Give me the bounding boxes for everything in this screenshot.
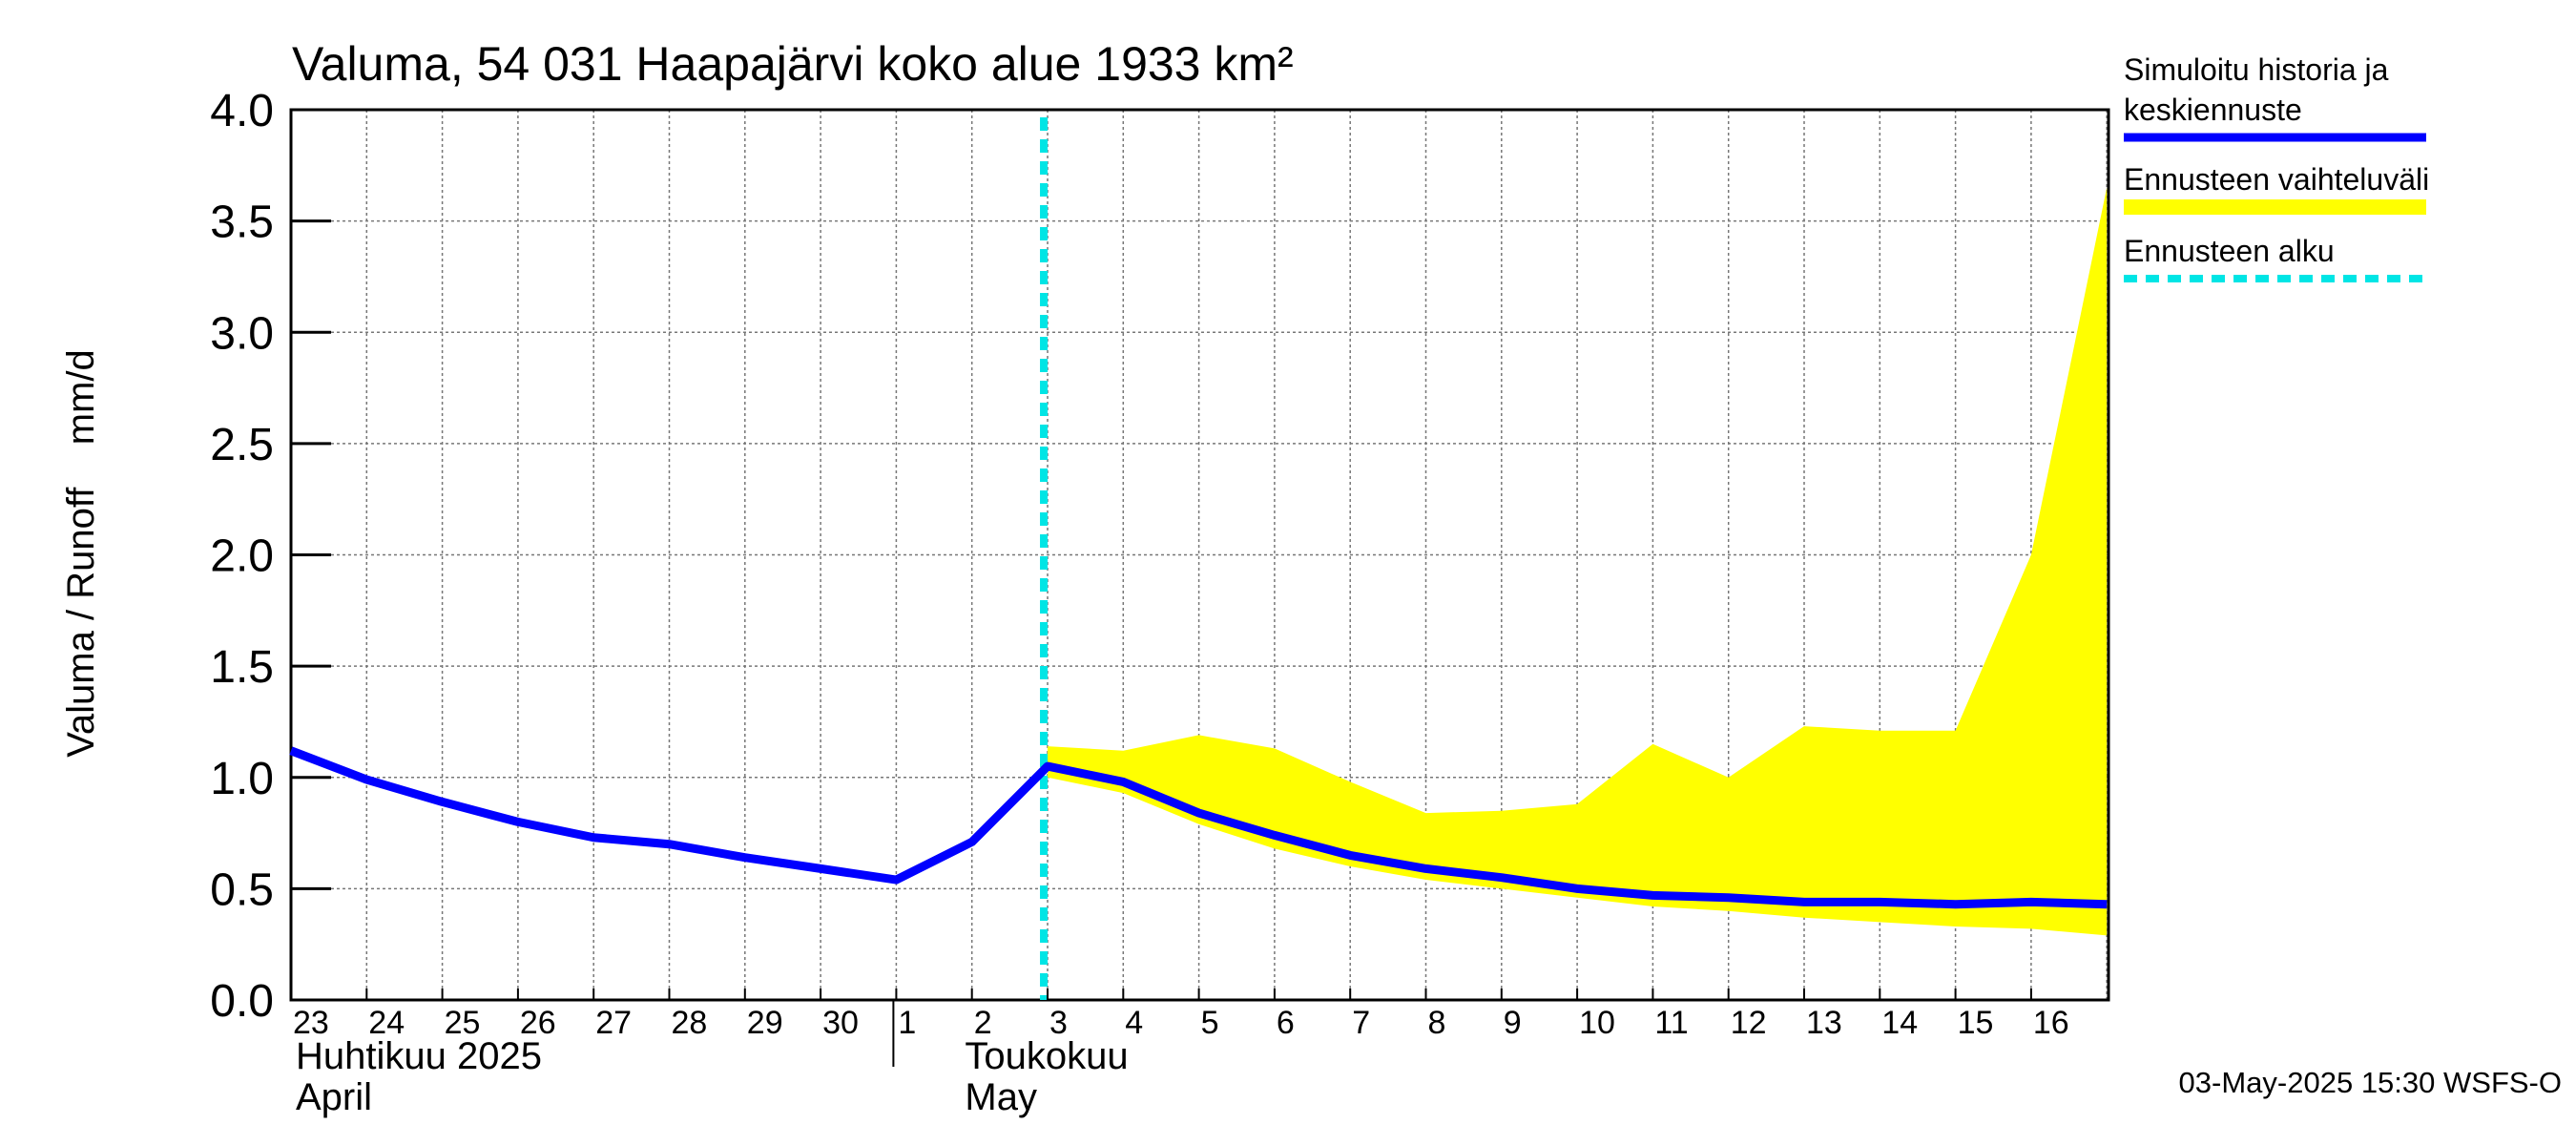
x-tick-label: 1 xyxy=(898,1005,916,1041)
legend-swatch-range xyxy=(2124,199,2426,215)
x-tick-label: 11 xyxy=(1654,1005,1688,1041)
legend-label-simulated-cont: keskiennuste xyxy=(2124,93,2302,127)
forecast-range-band xyxy=(1048,187,2108,936)
y-tick-label: 1.0 xyxy=(210,754,274,804)
y-tick-label: 1.5 xyxy=(210,642,274,693)
y-tick-label: 0.5 xyxy=(210,864,274,915)
y-tick-label: 2.5 xyxy=(210,420,274,470)
x-tick-label: 23 xyxy=(293,1005,329,1041)
x-tick-label: 4 xyxy=(1125,1005,1143,1041)
legend-label-range: Ennusteen vaihteluväli xyxy=(2124,162,2429,197)
legend-label-simulated: Simuloitu historia ja xyxy=(2124,52,2389,87)
x-tick-label: 24 xyxy=(368,1005,405,1041)
y-tick-label: 4.0 xyxy=(210,86,274,136)
x-tick-label: 30 xyxy=(822,1005,859,1041)
legend-label-forecast-start: Ennusteen alku xyxy=(2124,234,2335,268)
x-tick-label: 15 xyxy=(1958,1005,1994,1041)
x-tick-label: 27 xyxy=(595,1005,632,1041)
x-tick-label: 26 xyxy=(520,1005,556,1041)
x-tick-label: 7 xyxy=(1352,1005,1370,1041)
x-tick-label: 8 xyxy=(1428,1005,1446,1041)
x-tick-label: 14 xyxy=(1881,1005,1918,1041)
x-tick-label: 13 xyxy=(1806,1005,1842,1041)
y-axis-label: Valuma / Runoff mm/d xyxy=(60,349,102,758)
x-tick-label: 6 xyxy=(1277,1005,1295,1041)
x-tick-label: 2 xyxy=(974,1005,992,1041)
y-tick-label: 2.0 xyxy=(210,531,274,582)
y-tick-label: 3.0 xyxy=(210,308,274,359)
chart-title: Valuma, 54 031 Haapajärvi koko alue 1933… xyxy=(292,37,1294,91)
forecast-line-layer xyxy=(289,117,2108,1000)
forecast-range-layer xyxy=(1048,187,2108,936)
timestamp-footer: 03-May-2025 15:30 WSFS-O xyxy=(2179,1066,2562,1099)
legend: Simuloitu historia ja keskiennuste Ennuste… xyxy=(2124,52,2429,282)
x-tick-label: 16 xyxy=(2033,1005,2069,1041)
x-tick-label: 5 xyxy=(1201,1005,1219,1041)
x-tick-label: 12 xyxy=(1731,1005,1767,1041)
x-tick-label: 25 xyxy=(445,1005,481,1041)
x-tick-label: 3 xyxy=(1049,1005,1068,1041)
x-tick-label: 10 xyxy=(1579,1005,1615,1041)
month-label-english: April xyxy=(296,1076,372,1118)
month-label: Huhtikuu 2025 xyxy=(296,1035,542,1077)
x-tick-label: 9 xyxy=(1504,1005,1522,1041)
x-tick-label: 28 xyxy=(672,1005,708,1041)
month-label: Toukokuu xyxy=(965,1035,1128,1077)
month-label-english: May xyxy=(965,1076,1037,1118)
y-tick-label: 0.0 xyxy=(210,976,274,1027)
x-tick-label: 29 xyxy=(747,1005,783,1041)
axes: 0.00.51.01.52.02.53.03.54.023 24 25 26 27 28 2… xyxy=(210,86,2068,1118)
y-tick-label: 3.5 xyxy=(210,198,274,248)
